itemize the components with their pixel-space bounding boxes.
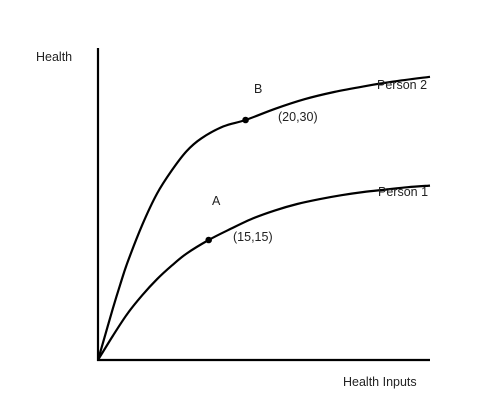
- point-a-coordinates: (15,15): [233, 230, 273, 244]
- x-axis-label: Health Inputs: [343, 375, 417, 389]
- series-label-person-2: Person 2: [377, 78, 427, 92]
- point-b-marker: [242, 116, 249, 124]
- y-axis-label: Health: [36, 50, 72, 64]
- series-line-person-1: [97, 184, 431, 361]
- series-line-person-2: [96, 75, 431, 361]
- series-label-person-1: Person 1: [378, 185, 428, 199]
- point-a-letter: A: [212, 194, 221, 208]
- point-b-coordinates: (20,30): [278, 110, 318, 124]
- point-b-letter: B: [254, 82, 262, 96]
- point-a-marker: [205, 236, 212, 244]
